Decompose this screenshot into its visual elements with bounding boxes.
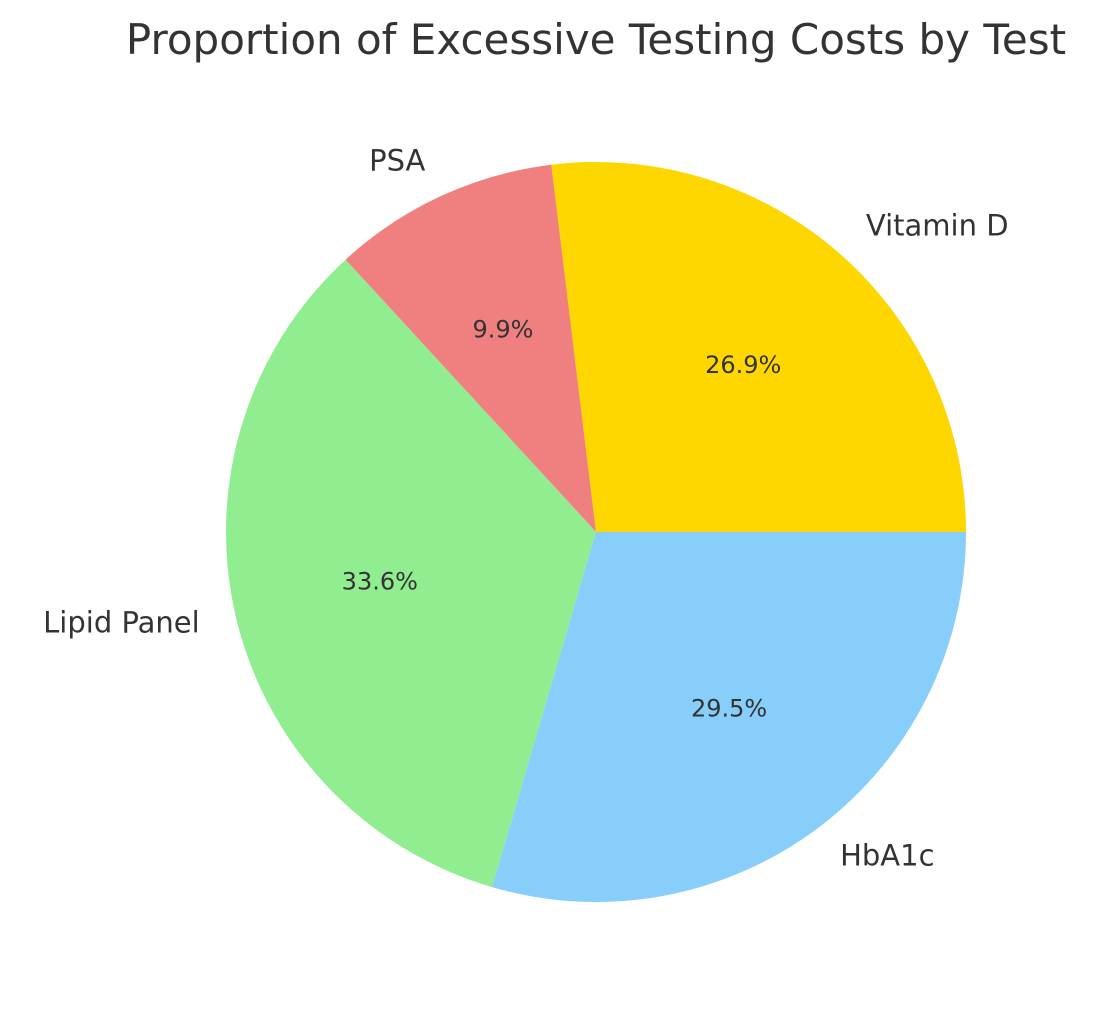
chart-title: Proportion of Excessive Testing Costs by… xyxy=(126,15,1066,64)
pie-slice-lipid-panel xyxy=(225,259,597,888)
pie-slices xyxy=(225,162,966,903)
pie-slice-hba1c xyxy=(492,532,966,903)
slice-label-psa: PSA xyxy=(369,144,425,178)
percent-label-lipid-panel: 33.6% xyxy=(342,568,418,596)
slice-label-hba1c: HbA1c xyxy=(840,839,934,873)
pie-slice-vitamin-d xyxy=(551,162,966,532)
slice-label-lipid-panel: Lipid Panel xyxy=(43,606,200,640)
percent-label-vitamin-d: 26.9% xyxy=(705,351,781,379)
percent-label-hba1c: 29.5% xyxy=(691,695,767,723)
pie-labels: Vitamin D 26.9% PSA 9.9% Lipid Panel 33.6% HbA… xyxy=(43,144,1008,873)
slice-label-vitamin-d: Vitamin D xyxy=(866,208,1009,242)
percent-label-psa: 9.9% xyxy=(473,315,534,343)
pie-slice-psa xyxy=(345,164,596,532)
